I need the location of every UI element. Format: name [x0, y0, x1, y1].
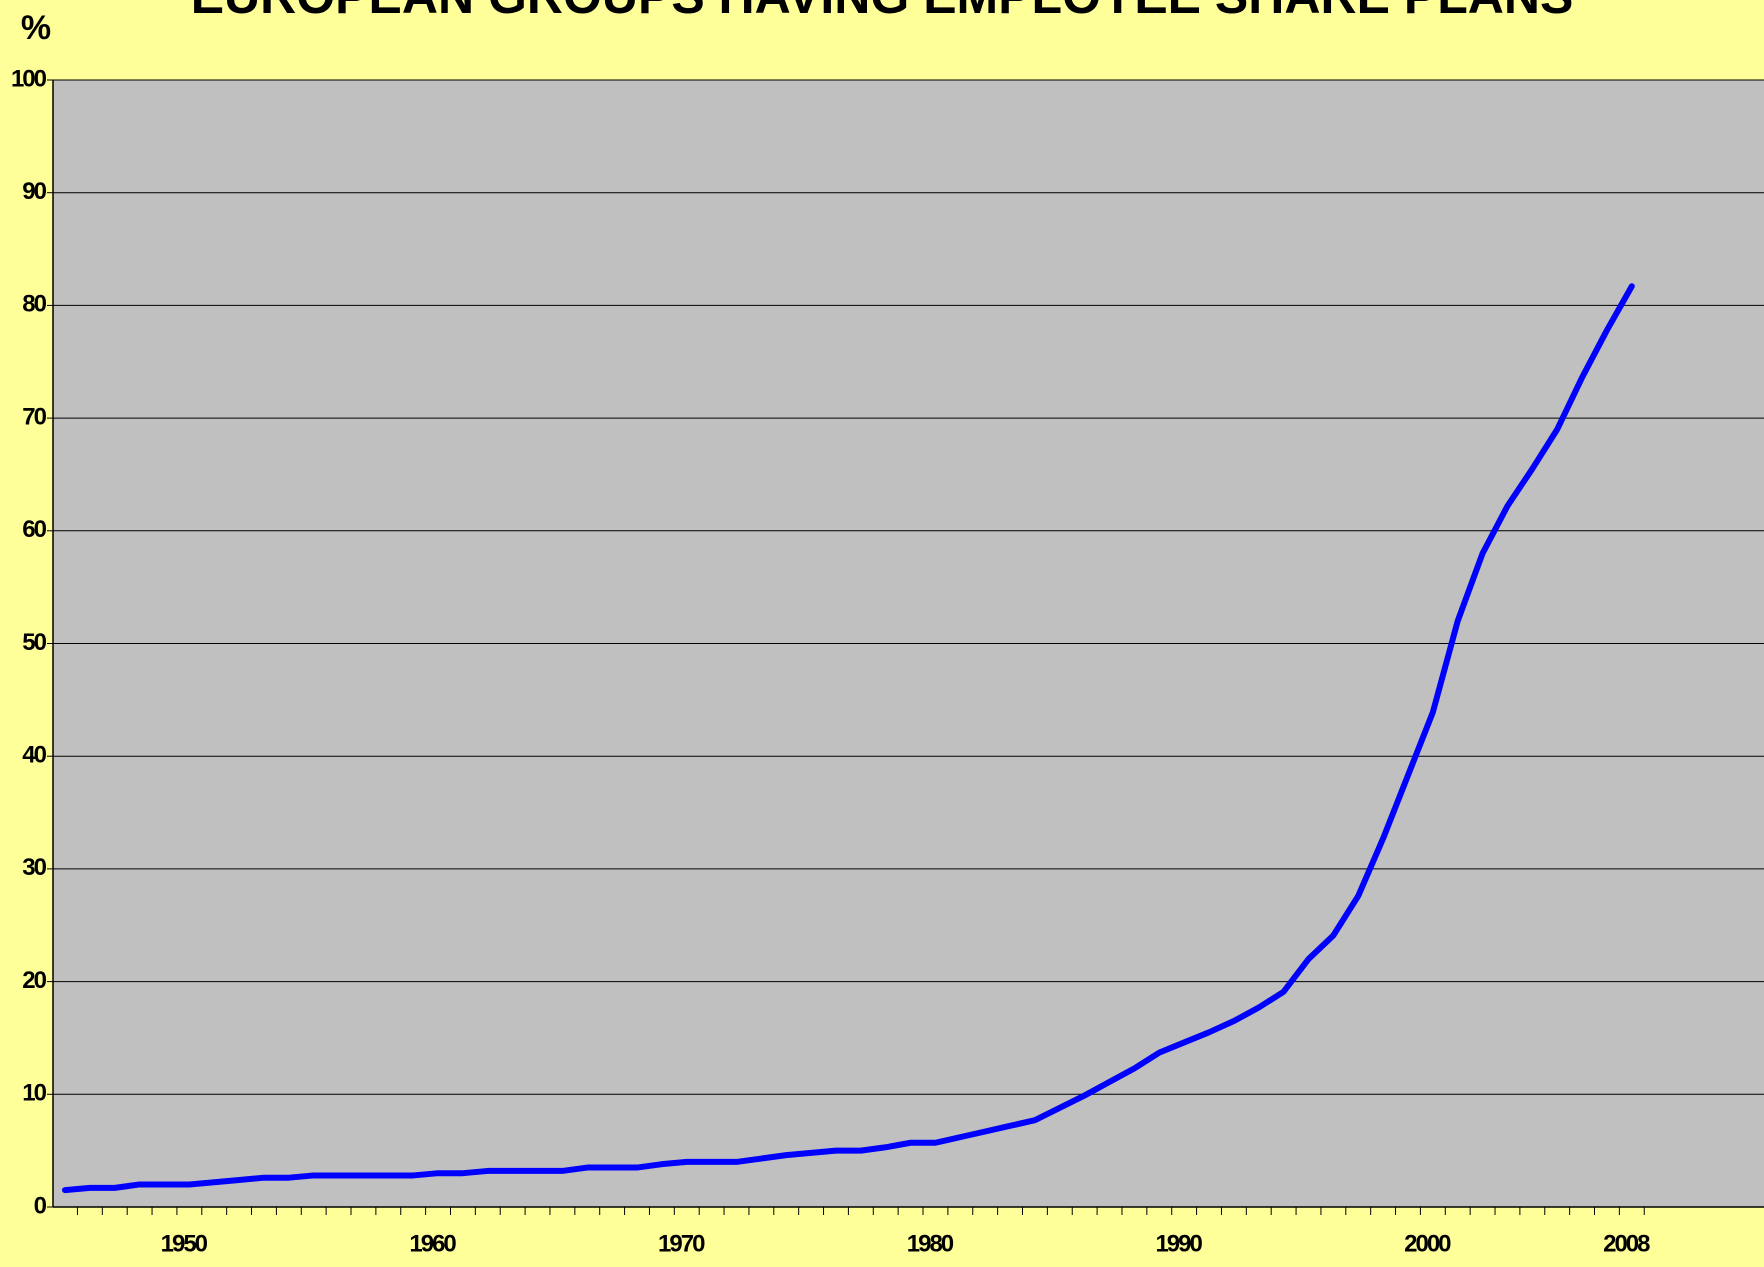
x-tick-label: 1990 [1155, 1230, 1202, 1257]
x-tick-label: 1950 [161, 1230, 208, 1257]
y-tick-label: 70 [22, 403, 46, 430]
y-axis-label: % [21, 9, 51, 47]
y-tick-label: 10 [22, 1080, 46, 1107]
y-tick-label: 20 [22, 967, 46, 994]
y-tick-label: 0 [34, 1192, 47, 1219]
x-tick-label: 2000 [1404, 1230, 1451, 1257]
y-tick-label: 50 [22, 629, 46, 656]
y-tick-label: 100 [11, 65, 47, 92]
y-tick-label: 40 [22, 742, 46, 769]
x-tick-label: 1960 [409, 1230, 456, 1257]
chart-title: EUROPEAN GROUPS HAVING EMPLOYEE SHARE PL… [191, 0, 1574, 24]
x-tick-label: 2008 [1603, 1230, 1650, 1257]
y-tick-label: 90 [22, 178, 46, 205]
data-line [62, 283, 1635, 1194]
x-tick-label: 1980 [907, 1230, 954, 1257]
y-tick-label: 80 [22, 291, 46, 318]
y-tick-label: 60 [22, 516, 46, 543]
y-tick-label: 30 [22, 854, 46, 881]
x-tick-label: 1970 [658, 1230, 705, 1257]
